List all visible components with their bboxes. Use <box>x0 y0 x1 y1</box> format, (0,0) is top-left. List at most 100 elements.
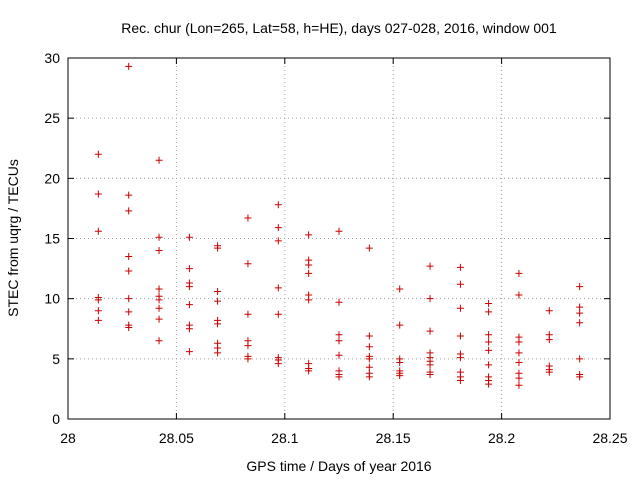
data-point-marker <box>365 355 373 363</box>
data-point-marker <box>365 343 373 351</box>
data-point-marker <box>545 368 553 376</box>
data-point-marker <box>485 346 493 354</box>
data-point-marker <box>125 253 133 261</box>
data-point-marker <box>576 373 584 381</box>
data-point-marker <box>125 324 133 332</box>
axis-ticks: 0 5 10 15 20 25 30 28 28.05 28.1 28.15 28.2 28.25 <box>44 50 627 446</box>
data-point-marker <box>456 280 464 288</box>
data-point-marker <box>214 244 222 252</box>
data-point-marker <box>125 207 133 215</box>
data-point-marker <box>155 304 163 312</box>
x-tick-label: 28.05 <box>159 430 194 446</box>
y-tick-label: 30 <box>44 50 60 66</box>
data-point-marker <box>515 358 523 366</box>
data-point-marker <box>94 190 102 198</box>
data-point-marker <box>155 296 163 304</box>
data-point-marker <box>456 376 464 384</box>
data-point-marker <box>515 381 523 389</box>
data-point-marker <box>545 307 553 315</box>
data-point-marker <box>185 325 193 333</box>
data-point-marker <box>94 316 102 324</box>
data-point-marker <box>185 233 193 241</box>
data-point-marker <box>335 351 343 359</box>
data-point-marker <box>426 262 434 270</box>
data-point-marker <box>305 296 313 304</box>
data-point-marker <box>185 265 193 273</box>
data-point-marker <box>335 298 343 306</box>
data-point-marker <box>576 283 584 291</box>
data-point-marker <box>214 297 222 305</box>
data-points <box>94 62 584 389</box>
x-tick-label: 28.2 <box>488 430 515 446</box>
data-point-marker <box>485 338 493 346</box>
x-axis-label: GPS time / Days of year 2016 <box>246 458 431 474</box>
data-point-marker <box>155 337 163 345</box>
data-point-marker <box>365 244 373 252</box>
data-point-marker <box>244 214 252 222</box>
data-point-marker <box>576 309 584 317</box>
data-point-marker <box>485 299 493 307</box>
data-point-marker <box>155 315 163 323</box>
data-point-marker <box>426 327 434 335</box>
data-point-marker <box>185 348 193 356</box>
data-point-marker <box>244 260 252 268</box>
data-point-marker <box>335 227 343 235</box>
data-point-marker <box>335 373 343 381</box>
grid-lines <box>68 58 610 419</box>
y-tick-label: 0 <box>52 411 60 427</box>
data-point-marker <box>274 284 282 292</box>
data-point-marker <box>515 338 523 346</box>
data-point-marker <box>274 360 282 368</box>
data-point-marker <box>244 342 252 350</box>
data-point-marker <box>426 295 434 303</box>
data-point-marker <box>125 267 133 275</box>
data-point-marker <box>125 308 133 316</box>
data-point-marker <box>485 380 493 388</box>
data-point-marker <box>214 320 222 328</box>
data-point-marker <box>244 355 252 363</box>
y-axis-label: STEC from uqrg / TECUs <box>5 159 21 317</box>
data-point-marker <box>335 331 343 339</box>
data-point-marker <box>456 354 464 362</box>
data-point-marker <box>426 370 434 378</box>
data-point-marker <box>305 261 313 269</box>
data-point-marker <box>365 373 373 381</box>
x-tick-label: 28.25 <box>592 430 627 446</box>
data-point-marker <box>396 358 404 366</box>
data-point-marker <box>576 303 584 311</box>
y-tick-label: 15 <box>44 231 60 247</box>
data-point-marker <box>125 295 133 303</box>
data-point-marker <box>94 307 102 315</box>
data-point-marker <box>515 349 523 357</box>
data-point-marker <box>274 237 282 245</box>
y-tick-label: 25 <box>44 110 60 126</box>
data-point-marker <box>125 62 133 70</box>
x-tick-label: 28 <box>60 430 76 446</box>
data-point-marker <box>515 269 523 277</box>
data-point-marker <box>515 291 523 299</box>
data-point-marker <box>515 374 523 382</box>
data-point-marker <box>396 372 404 380</box>
data-point-marker <box>274 201 282 209</box>
data-point-marker <box>274 310 282 318</box>
data-point-marker <box>155 233 163 241</box>
data-point-marker <box>214 287 222 295</box>
data-point-marker <box>426 361 434 369</box>
chart-title: Rec. chur (Lon=265, Lat=58, h=HE), days … <box>121 20 557 36</box>
data-point-marker <box>456 304 464 312</box>
data-point-marker <box>274 224 282 232</box>
data-point-marker <box>155 247 163 255</box>
data-point-marker <box>485 331 493 339</box>
data-point-marker <box>485 361 493 369</box>
data-point-marker <box>456 332 464 340</box>
data-point-marker <box>155 156 163 164</box>
x-tick-label: 28.15 <box>376 430 411 446</box>
data-point-marker <box>125 191 133 199</box>
y-tick-label: 5 <box>52 351 60 367</box>
data-point-marker <box>185 283 193 291</box>
data-point-marker <box>396 321 404 329</box>
data-point-marker <box>485 308 493 316</box>
data-point-marker <box>214 349 222 357</box>
data-point-marker <box>94 150 102 158</box>
